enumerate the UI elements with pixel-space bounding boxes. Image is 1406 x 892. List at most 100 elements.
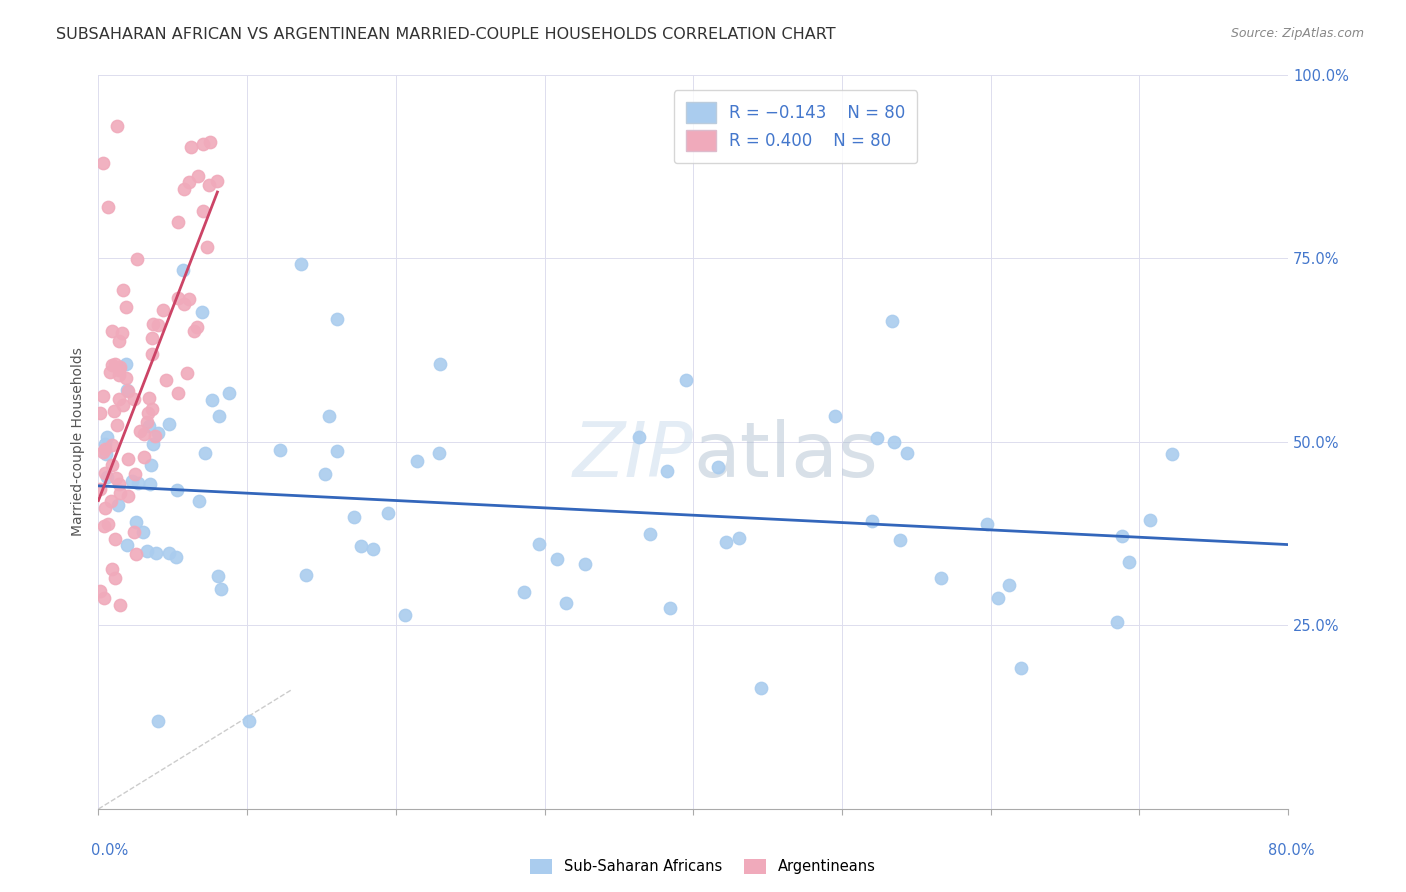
Point [91,444,114,458]
Point [976,516,998,531]
Point [326,443,349,458]
Point [880,314,903,328]
Point [96,430,118,444]
Point [1118,555,1140,569]
Point [394,607,416,622]
Point [124,547,146,561]
Point [127,476,149,491]
Point [191,305,214,319]
Point [152,302,174,317]
Text: 80.0%: 80.0% [1268,843,1315,858]
Point [141,331,163,345]
Point [187,169,209,183]
Point [136,406,159,420]
Point [146,318,169,332]
Point [860,515,883,529]
Point [146,714,169,728]
Point [141,401,163,416]
Point [93,442,115,457]
Point [198,178,221,192]
Point [1160,446,1182,460]
Point [343,509,366,524]
Point [675,373,697,387]
Point [207,174,229,188]
Point [295,568,318,582]
Point [115,383,138,397]
Point [165,550,187,565]
Point [173,297,195,311]
Point [124,467,146,481]
Point [350,539,373,553]
Point [132,450,155,464]
Point [207,568,229,582]
Point [177,293,200,307]
Point [98,365,121,379]
Point [361,542,384,557]
Point [176,366,198,380]
Point [124,524,146,539]
Point [208,409,231,424]
Point [314,467,336,481]
Point [889,533,911,547]
Point [136,544,159,558]
Point [114,357,136,371]
Point [110,486,132,500]
Point [93,388,115,402]
Point [546,551,568,566]
Point [117,384,139,399]
Point [269,442,291,457]
Point [115,371,138,385]
Point [209,582,232,597]
Point [94,437,117,451]
Point [866,431,889,445]
Point [138,418,160,433]
Point [987,591,1010,606]
Point [167,215,190,229]
Point [142,318,165,332]
Point [94,466,117,480]
Point [111,398,134,412]
Point [125,252,148,266]
Point [1139,514,1161,528]
Point [115,300,138,314]
Point [104,471,127,485]
Point [107,119,129,133]
Point [180,140,202,154]
Point [138,391,160,405]
Point [290,257,312,271]
Point [100,494,122,508]
Point [429,357,451,371]
Point [201,393,224,408]
Point [172,263,194,277]
Point [238,714,260,728]
Point [824,409,846,423]
Point [101,358,124,372]
Point [157,546,180,560]
Point [100,324,122,338]
Point [1107,615,1129,629]
Point [427,446,450,460]
Point [527,536,550,550]
Point [124,515,146,529]
Point [377,506,399,520]
Point [108,363,131,377]
Point [89,406,111,420]
Point [91,155,114,169]
Point [512,585,534,599]
Point [132,524,155,539]
Point [195,240,218,254]
Point [139,458,162,473]
Point [191,136,214,151]
Point [142,436,165,450]
Text: 0.0%: 0.0% [91,843,128,858]
Point [104,532,127,546]
Point [183,324,205,338]
Point [132,426,155,441]
Point [749,681,772,695]
Point [555,596,578,610]
Text: Source: ZipAtlas.com: Source: ZipAtlas.com [1230,27,1364,40]
Point [714,535,737,549]
Point [94,447,117,461]
Point [107,476,129,491]
Point [117,452,139,467]
